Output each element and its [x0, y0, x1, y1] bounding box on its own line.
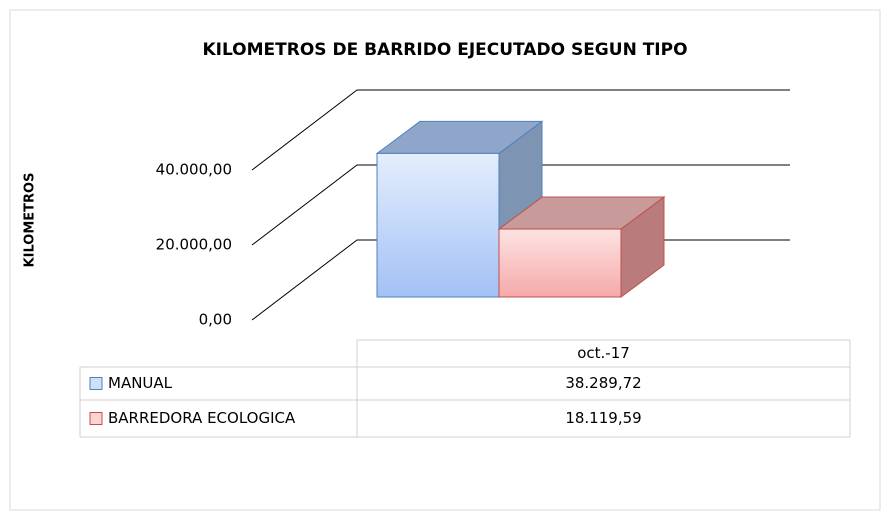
legend-label: MANUAL — [108, 374, 173, 392]
legend-label: BARREDORA ECOLOGICA — [108, 409, 296, 427]
bar — [376, 152, 500, 298]
y-tick-label: 20.000,00 — [156, 236, 232, 254]
y-tick-label: 0,00 — [199, 311, 232, 329]
chart-title: KILOMETROS DE BARRIDO EJECUTADO SEGUN TI… — [202, 40, 687, 60]
legend-swatch — [89, 377, 103, 390]
bar — [498, 228, 622, 298]
data-label: 38.289,72 — [565, 374, 641, 392]
legend-swatch — [89, 412, 103, 425]
grid-line — [251, 89, 790, 171]
y-tick-label: 40.000,00 — [156, 161, 232, 179]
y-axis-title: KILOMETROS — [23, 173, 38, 268]
table-header: oct.-17 — [577, 344, 630, 362]
data-label: 18.119,59 — [565, 409, 641, 427]
grid-line — [251, 164, 790, 246]
